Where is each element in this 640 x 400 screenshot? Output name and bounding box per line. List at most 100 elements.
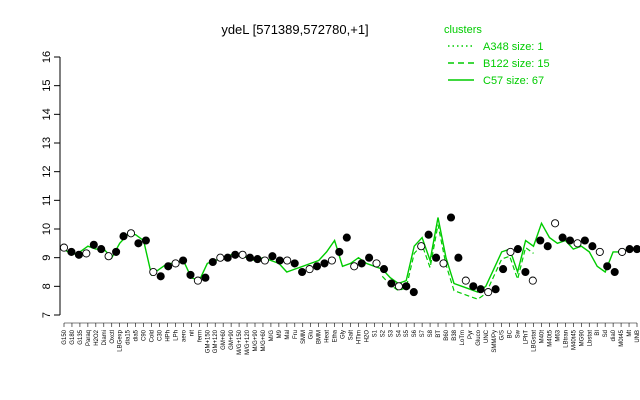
- data-point: [357, 259, 366, 268]
- data-point: [126, 229, 136, 238]
- data-point: [193, 276, 202, 285]
- data-point: [59, 243, 69, 252]
- x-tick-label: M0t45: [619, 329, 625, 346]
- x-tick-label: M9: [277, 329, 283, 338]
- x-tick-label: M40t5: [547, 329, 553, 346]
- x-tick-label: Fru: [293, 330, 299, 339]
- y-tick-label: 10: [41, 223, 53, 235]
- data-point: [484, 288, 493, 297]
- x-tick-label: Diami: [102, 330, 108, 345]
- data-point: [543, 242, 552, 251]
- x-tick-label: M40t: [540, 330, 546, 344]
- data-point: [275, 256, 284, 265]
- y-tick-label: 8: [41, 283, 53, 289]
- data-point: [417, 242, 426, 251]
- data-point: [387, 279, 396, 288]
- data-point: [551, 219, 560, 228]
- data-point: [223, 253, 232, 262]
- x-tick-label: M63: [555, 329, 561, 341]
- y-tick-label: 14: [41, 108, 53, 120]
- data-point: [499, 265, 508, 274]
- data-point: [350, 262, 359, 271]
- data-point: [632, 245, 640, 254]
- legend-label-c57: C57 size: 67: [483, 75, 544, 87]
- data-point: [372, 259, 381, 268]
- x-tick-labels-group: G150 G180 G135 Paraq H2O2 Diami Oxctl LBGexp dia…: [62, 322, 640, 355]
- y-tick-label: 11: [41, 195, 53, 206]
- data-point: [320, 259, 329, 268]
- series-line-b122: [381, 224, 534, 300]
- x-tick-label: GM+60: [221, 329, 227, 350]
- x-tick-label: LBtran: [563, 330, 569, 348]
- chart-title: ydeL [571389,572780,+1]: [221, 22, 368, 37]
- data-points-group: [59, 213, 640, 297]
- x-tick-label: BT: [436, 330, 442, 338]
- data-point: [253, 255, 262, 264]
- data-point: [469, 282, 478, 291]
- x-tick-label: Paraq: [86, 330, 92, 346]
- x-tick-label: H2O2: [94, 329, 100, 345]
- data-point: [454, 253, 463, 262]
- data-point: [618, 247, 627, 256]
- data-point: [245, 253, 255, 262]
- data-point: [565, 236, 575, 245]
- data-point: [312, 262, 322, 271]
- x-tick-label: Salt: [349, 330, 355, 341]
- y-tick-label: 15: [41, 80, 53, 92]
- x-tick-label: UNC: [484, 329, 490, 343]
- data-point: [134, 239, 143, 248]
- data-point: [67, 247, 76, 256]
- x-tick-label: dia0: [611, 329, 617, 341]
- data-point: [238, 250, 247, 259]
- data-point: [558, 233, 567, 242]
- data-point: [305, 265, 314, 274]
- data-point: [432, 253, 441, 262]
- x-tick-label: Etha: [333, 329, 339, 342]
- x-tick-label: Mt: [627, 330, 633, 337]
- x-tick-label: G/S: [500, 330, 506, 340]
- data-point: [491, 285, 500, 294]
- data-point: [82, 249, 91, 258]
- x-tick-label: S5: [404, 329, 410, 337]
- x-tick-label: B60: [444, 329, 450, 340]
- x-tick-label: Sd: [603, 330, 609, 337]
- x-tick-label: nit: [189, 330, 195, 337]
- data-point: [409, 288, 418, 297]
- x-tick-label: Heat: [325, 330, 331, 343]
- x-tick-label: UNB: [635, 330, 640, 343]
- data-point: [446, 213, 456, 222]
- data-point: [335, 247, 344, 256]
- data-point: [119, 232, 128, 241]
- x-tick-label: C30: [158, 329, 164, 341]
- x-tick-label: MG90: [579, 329, 585, 346]
- data-point: [365, 253, 374, 262]
- x-tick-label: dia5: [134, 329, 140, 341]
- data-point: [186, 270, 195, 279]
- x-tick-label: Gluco: [476, 329, 482, 345]
- data-point: [402, 282, 411, 291]
- x-tick-label: S8: [428, 329, 434, 337]
- x-tick-label: LoTm: [460, 330, 466, 345]
- data-point: [625, 245, 634, 254]
- x-tick-label: S7: [420, 329, 426, 337]
- data-point: [610, 267, 619, 277]
- y-tick-label: 12: [41, 166, 53, 178]
- data-point: [89, 240, 98, 249]
- data-point: [528, 276, 537, 285]
- x-tick-label: G135: [78, 329, 84, 344]
- legend-label-a348: A348 size: 1: [483, 41, 544, 53]
- data-point: [342, 233, 351, 242]
- y-tick-label: 9: [41, 255, 53, 261]
- x-tick-label: C90: [142, 329, 148, 341]
- x-tick-label: G150: [62, 329, 68, 344]
- data-point: [327, 256, 336, 265]
- data-point: [156, 272, 165, 281]
- data-point: [588, 242, 597, 251]
- data-point: [260, 256, 269, 265]
- y-axis: 7 8 9 10 11 12 13 14 15 16: [41, 51, 61, 318]
- x-tick-label: BMM: [317, 330, 323, 344]
- x-tick-label: LPh: [173, 330, 179, 341]
- data-point: [506, 247, 515, 256]
- x-tick-label: S1: [372, 329, 378, 337]
